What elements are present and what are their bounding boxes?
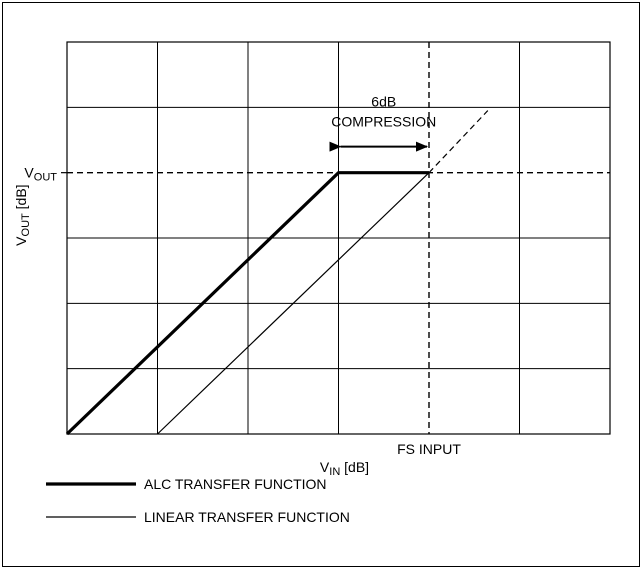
x-marker-label: FS INPUT [397, 441, 461, 457]
x-axis-label-unit: [dB] [340, 459, 369, 475]
y-axis-label: VOUT [dB] [13, 184, 32, 245]
y-axis-label-sub: OUT [20, 213, 32, 237]
annotation-line1: 6dB [371, 94, 396, 110]
y-marker-main: V [24, 165, 34, 181]
x-axis-label-sub: IN [329, 466, 340, 478]
series-line-dashed [428, 110, 489, 174]
y-axis-label-main: V [13, 236, 29, 246]
series-line-thick [65, 171, 429, 436]
series [65, 110, 489, 436]
y-marker-label: VOUT [24, 165, 57, 184]
legend: ALC TRANSFER FUNCTION LINEAR TRANSFER FU… [46, 476, 350, 525]
y-axis-label-unit: [dB] [13, 184, 29, 213]
x-axis-label-main: V [320, 459, 330, 475]
annotation-line2: COMPRESSION [331, 114, 436, 130]
legend-label-linear: LINEAR TRANSFER FUNCTION [144, 509, 350, 525]
compression-annotation: 6dB COMPRESSION [329, 94, 436, 152]
series-line-thin [157, 172, 430, 435]
legend-label-alc: ALC TRANSFER FUNCTION [144, 476, 327, 492]
x-axis-label: VIN [dB] [320, 459, 369, 478]
y-marker-sub: OUT [34, 172, 58, 184]
grid [66, 41, 611, 435]
